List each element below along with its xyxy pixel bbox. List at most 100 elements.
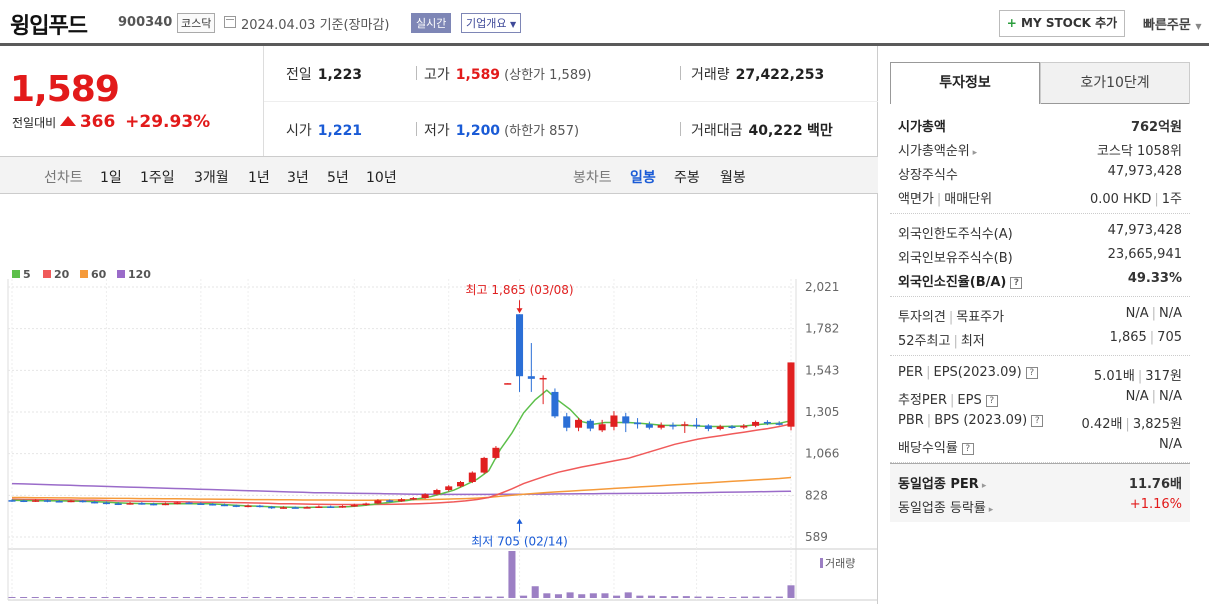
info-value: 0.00 HKD | 1주 xyxy=(1090,188,1182,207)
volume-bar xyxy=(101,597,109,598)
volume-bar xyxy=(124,597,132,598)
tab-1year[interactable]: 1년 xyxy=(248,170,270,186)
candle-body xyxy=(563,416,571,428)
divider xyxy=(416,122,417,136)
stock-chart[interactable]: 2,0211,7821,5431,3051,06682858901/0801/1… xyxy=(0,196,878,604)
info-value-text: 1주 xyxy=(1161,192,1182,207)
info-key[interactable]: 시가총액순위 ▸ xyxy=(898,140,977,159)
legend-swatch xyxy=(12,270,20,278)
tab-orderbook[interactable]: 호가10단계 xyxy=(1040,62,1190,104)
candle-body xyxy=(150,503,158,506)
corp-info-dropdown[interactable]: 기업개요 ▼ xyxy=(461,13,522,33)
info-value: +1.16% xyxy=(1130,497,1182,512)
info-value-text: 317원 xyxy=(1145,369,1182,384)
realtime-button[interactable]: 실시간 xyxy=(411,13,452,33)
divider: | xyxy=(1154,192,1159,207)
info-key[interactable]: 배당수익률? xyxy=(898,437,974,456)
help-icon[interactable]: ? xyxy=(1031,415,1044,427)
info-value-text: 23,665,941 xyxy=(1107,247,1182,262)
tab-weekly[interactable]: 주봉 xyxy=(674,170,700,186)
quick-order-button[interactable]: 빠른주문 ▼ xyxy=(1143,14,1202,33)
volume-bar xyxy=(589,593,597,598)
help-icon[interactable]: ? xyxy=(1010,277,1023,289)
tab-daily[interactable]: 일봉 xyxy=(630,170,656,186)
info-value: 11.76배 xyxy=(1129,473,1182,492)
divider xyxy=(680,122,681,136)
info-key[interactable]: 추정PER | EPS? xyxy=(898,389,998,408)
y-tick-label: 1,782 xyxy=(805,322,839,336)
info-key-text: 외국인보유주식수(B) xyxy=(898,251,1013,266)
info-key[interactable]: PBR | BPS (2023.09)? xyxy=(898,413,1044,428)
help-icon[interactable]: ? xyxy=(985,395,998,407)
tab-1week[interactable]: 1주일 xyxy=(140,170,175,186)
volume-bar xyxy=(380,597,388,598)
tab-1day[interactable]: 1일 xyxy=(100,170,122,186)
volume-bar xyxy=(54,597,63,598)
volume-bar xyxy=(206,597,214,598)
info-key: 52주최고 | 최저 xyxy=(898,330,985,349)
info-row: 외국인소진율(B/A)? 49.33% xyxy=(898,267,1182,291)
help-icon[interactable]: ? xyxy=(961,443,974,455)
info-key[interactable]: 동일업종 등락률 ▸ xyxy=(898,497,993,516)
candle-body xyxy=(775,423,783,425)
price-info-grid: 전일 1,223 고가 1,589 (상한가 1,589) 거래량 27,422,253… xyxy=(264,46,878,156)
candle-body xyxy=(67,500,75,503)
info-row: 배당수익률? N/A xyxy=(898,433,1182,457)
max-annotation: 최고 1,865 (03/08) xyxy=(466,283,574,297)
volume-bar xyxy=(89,597,97,598)
info-value: 1,865 | 705 xyxy=(1110,330,1182,345)
help-icon[interactable]: ? xyxy=(1025,367,1038,379)
candle-body xyxy=(20,500,28,503)
candle-body xyxy=(55,501,63,503)
volume-bar xyxy=(415,597,423,598)
candle-body xyxy=(279,507,287,509)
amount-label: 거래대금 xyxy=(691,123,743,139)
info-key-text: 최저 xyxy=(960,334,985,349)
info-key: 시가총액 xyxy=(898,116,946,135)
amount-unit: 백만 xyxy=(807,123,833,139)
candle-body xyxy=(787,362,795,427)
volume-bar xyxy=(299,597,307,598)
info-key[interactable]: 동일업종 PER ▸ xyxy=(898,473,986,492)
tab-3year[interactable]: 3년 xyxy=(287,170,309,186)
tab-10year[interactable]: 10년 xyxy=(366,170,397,186)
info-key-text: 배당수익률 xyxy=(898,441,958,456)
info-key-text: 추정PER xyxy=(898,393,948,408)
min-arrow-head xyxy=(516,518,523,524)
volume-bar xyxy=(392,597,400,598)
candle-body xyxy=(350,505,358,507)
my-stock-add-button[interactable]: + MY STOCK 추가 xyxy=(999,10,1125,37)
info-row: 시가총액순위 ▸ 코스닥 1058위 xyxy=(898,136,1182,160)
volume-bar xyxy=(682,596,690,598)
candle-body xyxy=(43,500,51,502)
info-value-text: 47,973,428 xyxy=(1107,223,1182,238)
tab-3month[interactable]: 3개월 xyxy=(194,170,229,186)
info-value-text: 762억원 xyxy=(1130,120,1182,135)
volume-bar xyxy=(473,596,481,598)
candle-body xyxy=(114,503,122,505)
info-value: 5.01배 | 317원 xyxy=(1094,365,1182,384)
candle-body xyxy=(397,499,406,502)
volume-bar xyxy=(182,597,190,598)
legend-label: 20 xyxy=(54,268,70,281)
info-value: 23,665,941 xyxy=(1108,247,1182,262)
info-key[interactable]: 외국인소진율(B/A)? xyxy=(898,271,1023,290)
volume-bar xyxy=(613,595,621,598)
info-key-text: 동일업종 PER xyxy=(898,477,979,492)
candle-body xyxy=(728,426,736,428)
volume-bar xyxy=(136,597,144,598)
low-value: 1,200 xyxy=(455,123,501,139)
tab-invest-info[interactable]: 투자정보 xyxy=(890,62,1040,104)
candle-body xyxy=(669,425,677,427)
tab-5year[interactable]: 5년 xyxy=(327,170,349,186)
candle-body xyxy=(763,421,771,424)
candle-body xyxy=(421,494,429,499)
volume-bar xyxy=(520,595,528,598)
main-panel: 1,589 전일대비 366 +29.93% 전일 1,223 고가 1,589 (상… xyxy=(0,46,878,604)
tab-monthly[interactable]: 월봉 xyxy=(720,170,746,186)
info-key-text: PER xyxy=(898,365,924,380)
min-annotation: 최저 705 (02/14) xyxy=(471,535,568,549)
volume-bar xyxy=(171,597,179,598)
candle-body xyxy=(575,419,583,428)
info-key[interactable]: PER | EPS(2023.09)? xyxy=(898,365,1038,380)
